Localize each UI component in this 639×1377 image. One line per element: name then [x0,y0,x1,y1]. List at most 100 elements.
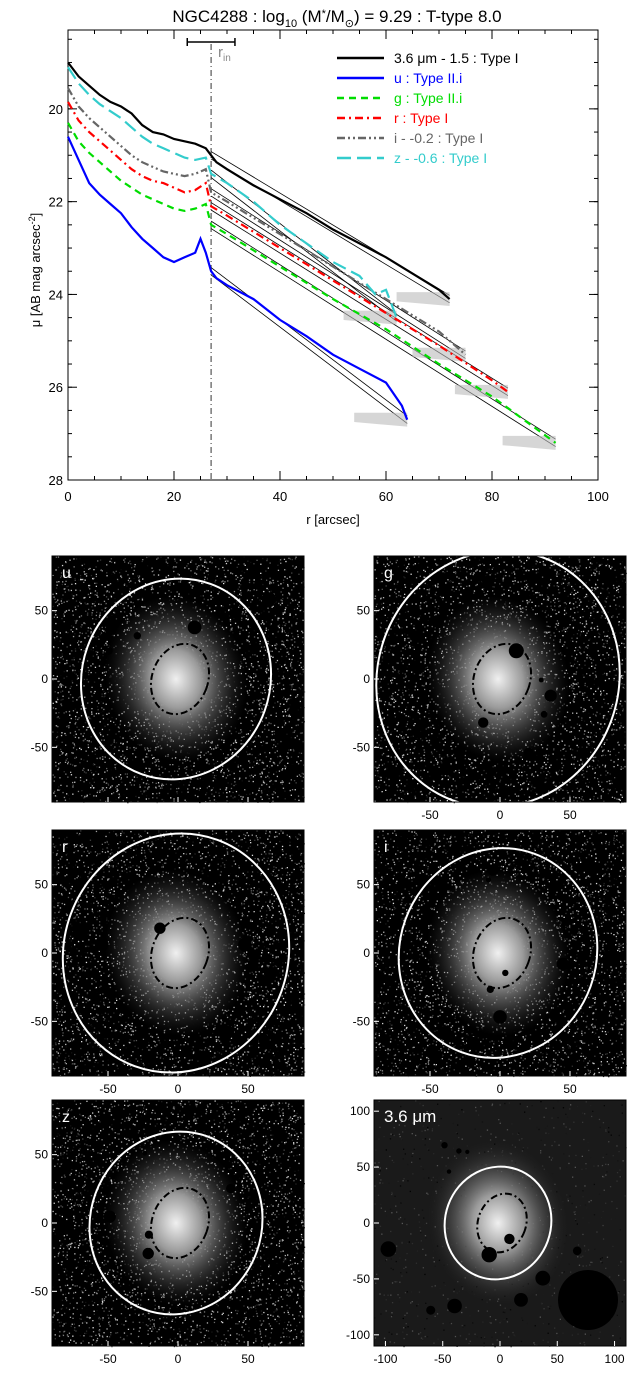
masked-source [428,1049,442,1063]
masked-source [447,1298,462,1314]
panel-y-tick-label: 0 [363,1216,370,1230]
legend-entry: 3.6 μm - 1.5 : Type I [394,50,519,66]
masked-source [572,1246,582,1256]
masked-source [426,1305,436,1315]
y-tick-label: 24 [49,287,63,302]
y-tick-label: 28 [49,473,63,488]
series-line [67,87,467,356]
galaxy-light [426,869,570,1037]
masked-source [514,1293,528,1307]
chart-title: NGC4288 : log10 (M*/M⊙) = 9.29 : T-type … [172,7,501,30]
masked-source [556,957,570,971]
panel-y-tick-label: -100 [346,1328,370,1342]
panel-x-tick-label: 0 [175,1082,182,1096]
masked-source [65,1179,76,1189]
panel-y-tick-label: 50 [35,604,49,618]
fit-line [210,220,556,440]
panel-x-tick-label: -100 [373,1352,397,1366]
masked-source [504,1233,515,1245]
image-panel-6: 3.6 μm -100 -50 0 50 100 100 50 0 -50 -100 [346,1099,627,1366]
masked-source [529,573,539,583]
fit-line [210,267,408,417]
masked-source [539,565,551,577]
panel-x-tick-label: -50 [421,808,439,822]
legend-entry: g : Type II.i [394,90,462,106]
galaxy-light [426,595,570,763]
image-panel-2: g -50 0 50 50 0 -50 [353,549,627,822]
masked-source [257,1032,269,1044]
masked-source [282,1187,288,1193]
masked-source [284,629,290,634]
fit-line [210,228,556,447]
masked-source [441,1142,448,1149]
masked-source [496,771,502,777]
masked-source [249,620,258,629]
masked-source [103,1210,116,1223]
panel-band-label: g [384,565,393,582]
masked-source [107,903,114,910]
panel-y-tick-label: 0 [41,1216,48,1230]
panel-x-tick-label: 50 [241,1352,255,1366]
masked-source [59,1220,74,1235]
masked-source [94,937,109,952]
panel-y-tick-label: 50 [35,878,49,892]
legend-entry: z - -0.6 : Type I [394,150,487,166]
masked-source [467,1036,479,1049]
series-line [67,61,451,300]
panel-x-tick-label: 100 [605,1352,625,1366]
panel-x-tick-label: -50 [99,1352,117,1366]
y-tick-label: 20 [49,102,63,117]
outer-ellipse [397,847,599,1059]
masked-source [238,937,252,952]
legend-entry: i - -0.2 : Type I [394,130,483,146]
masked-source [538,677,544,683]
x-tick-label: 0 [64,489,71,504]
inner-ellipse [471,642,533,716]
masked-source [142,1247,154,1260]
panel-x-tick-label: 0 [175,1352,182,1366]
legend-entry: r : Type I [394,110,448,126]
series-line [67,66,398,318]
masked-source [535,1270,551,1286]
outer-ellipse [443,1165,553,1281]
panel-x-tick-label: -50 [421,1082,439,1096]
image-panel-5: z -50 0 50 50 0 -50 [31,1099,306,1366]
panel-x-tick-label: 50 [241,1082,255,1096]
masked-source [478,717,489,728]
masked-source [154,922,166,934]
profile-plot: 0 20 40 60 80 100 20 22 24 26 28 [49,29,609,504]
image-panel-3: r -50 0 50 50 0 -50 [31,829,306,1096]
masked-source [540,710,548,718]
panel-y-tick-label: 0 [41,672,48,686]
x-tick-label: 20 [167,489,181,504]
masked-source [446,1169,452,1174]
panel-band-label: u [62,565,71,582]
masked-source [523,747,534,758]
error-band [454,384,508,399]
masked-source [502,969,509,977]
masked-source [465,1149,470,1154]
masked-source [508,643,524,659]
error-band [354,412,408,427]
masked-source [95,1215,103,1223]
masked-source [485,877,492,883]
x-tick-label: 60 [379,489,393,504]
masked-source [211,749,224,761]
masked-source [249,1316,260,1327]
panel-y-tick-label: -50 [31,1014,49,1028]
masked-source [380,1241,397,1257]
masked-source [261,592,277,607]
y-tick-label: 22 [49,195,63,210]
masked-source [487,865,499,876]
r-in-label: rin [218,44,231,64]
masked-source [594,676,605,688]
masked-source [397,836,409,848]
panel-x-tick-label: 0 [497,808,504,822]
masked-source [219,1025,234,1040]
masked-source [481,576,491,585]
outer-ellipse [375,549,621,809]
panel-x-tick-label: -50 [99,1082,117,1096]
panel-y-tick-label: 50 [357,1160,371,1174]
panel-y-tick-label: 0 [363,946,370,960]
